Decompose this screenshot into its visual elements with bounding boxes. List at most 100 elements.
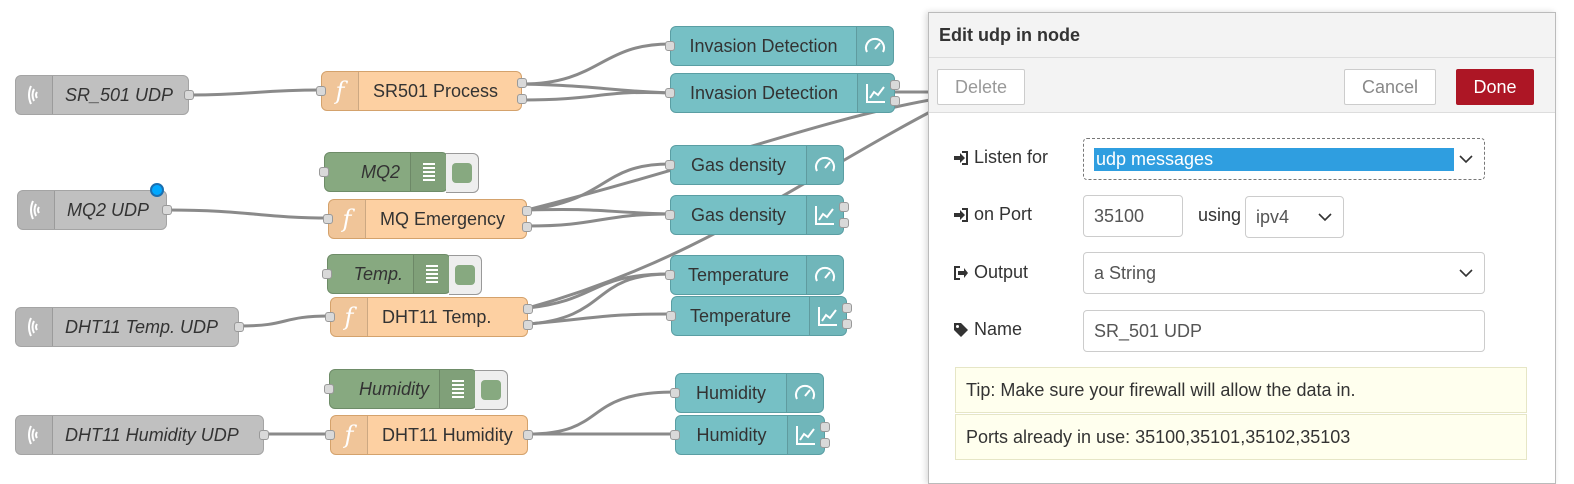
udp-node-dht11-humidity[interactable]: DHT11 Humidity UDP <box>15 415 269 455</box>
output-select[interactable]: a String <box>1083 252 1485 294</box>
listen-row: Listen for <box>953 147 1048 168</box>
output-port[interactable] <box>162 205 172 215</box>
sign-out-icon <box>954 265 968 280</box>
udp-node-mq2[interactable]: MQ2 UDP <box>17 183 172 230</box>
debug-list-icon <box>413 255 450 293</box>
output-port-2[interactable] <box>842 319 852 329</box>
output-label: Output <box>974 262 1029 282</box>
name-input[interactable]: SR_501 UDP <box>1083 310 1485 352</box>
chevron-down-icon <box>1318 213 1332 222</box>
input-port[interactable] <box>322 269 332 279</box>
udp-icon <box>16 308 53 346</box>
debug-node-mq2[interactable]: MQ2 <box>319 152 479 193</box>
node-label: Invasion Detection <box>689 82 839 103</box>
input-port[interactable] <box>319 167 329 177</box>
input-port[interactable] <box>665 270 675 280</box>
chart-icon <box>857 74 894 112</box>
function-icon: f <box>331 298 368 336</box>
ports-in-use-tip: Ports already in use: 35100,35101,35102,… <box>955 414 1527 460</box>
function-icon: f <box>329 200 366 238</box>
output-port-1[interactable] <box>839 202 849 212</box>
input-port[interactable] <box>324 384 334 394</box>
node-label: DHT11 Humidity UDP <box>65 424 239 445</box>
listen-select[interactable]: udp messages <box>1083 138 1485 180</box>
gauge-node-temperature[interactable]: Temperature <box>665 255 844 295</box>
chart-node-invasion[interactable]: Invasion Detection <box>665 73 900 113</box>
input-port[interactable] <box>316 86 326 96</box>
chart-icon <box>787 416 824 454</box>
cancel-button[interactable]: Cancel <box>1344 69 1436 105</box>
chart-node-temperature[interactable]: Temperature <box>666 296 852 336</box>
node-label: MQ2 <box>360 161 400 182</box>
debug-node-temp[interactable]: Temp. <box>322 254 482 295</box>
output-port-1[interactable] <box>820 422 830 432</box>
output-port-2[interactable] <box>890 96 900 106</box>
input-port[interactable] <box>665 88 675 98</box>
node-label: Temperature <box>687 264 790 285</box>
node-label: MQ Emergency <box>380 208 506 229</box>
output-port[interactable] <box>523 430 533 440</box>
output-port-1[interactable] <box>517 78 527 88</box>
function-node-dht11-temp[interactable]: f DHT11 Temp. <box>325 297 533 337</box>
node-label: SR501 Process <box>373 80 499 101</box>
debug-toggle-button[interactable] <box>446 153 479 193</box>
function-node-sr501[interactable]: f SR501 Process <box>316 71 527 111</box>
chart-node-gas[interactable]: Gas density <box>665 195 849 235</box>
node-label: SR_501 UDP <box>65 84 174 105</box>
port-row: on Port <box>953 204 1032 225</box>
output-port-2[interactable] <box>839 218 849 228</box>
function-icon: f <box>331 416 368 454</box>
output-port-1[interactable] <box>890 80 900 90</box>
input-port[interactable] <box>665 210 675 220</box>
input-port[interactable] <box>665 41 675 51</box>
ip-version-select[interactable]: ipv4 <box>1245 196 1344 238</box>
node-label: Gas density <box>690 154 787 175</box>
function-node-dht11-humidity[interactable]: f DHT11 Humidity <box>325 415 533 455</box>
output-port-2[interactable] <box>517 94 527 104</box>
output-port-2[interactable] <box>522 222 532 232</box>
udp-node-dht11-temp[interactable]: DHT11 Temp. UDP <box>15 307 244 347</box>
node-label: Humidity <box>695 382 766 403</box>
node-label: Humidity <box>358 378 429 399</box>
output-row: Output <box>953 262 1028 283</box>
gauge-icon <box>806 256 843 294</box>
changed-indicator <box>150 183 164 197</box>
output-port[interactable] <box>184 90 194 100</box>
input-port[interactable] <box>325 312 335 322</box>
input-port[interactable] <box>666 311 676 321</box>
input-port[interactable] <box>665 160 675 170</box>
gauge-icon <box>806 146 843 184</box>
function-node-mq[interactable]: f MQ Emergency <box>323 199 532 239</box>
debug-toggle-button[interactable] <box>475 370 508 410</box>
input-port[interactable] <box>670 430 680 440</box>
gauge-node-invasion[interactable]: Invasion Detection <box>665 26 894 66</box>
chevron-down-icon <box>1459 155 1473 164</box>
port-label: on Port <box>974 204 1033 224</box>
output-select-value: a String <box>1094 262 1157 283</box>
port-input[interactable]: 35100 <box>1083 195 1183 237</box>
gauge-node-gas[interactable]: Gas density <box>665 145 844 185</box>
debug-toggle-button[interactable] <box>449 255 482 295</box>
output-port-2[interactable] <box>820 438 830 448</box>
done-button[interactable]: Done <box>1456 69 1534 105</box>
udp-node-sr501[interactable]: SR_501 UDP <box>15 75 194 115</box>
gauge-node-humidity[interactable]: Humidity <box>670 373 824 413</box>
flow-wires <box>166 42 930 436</box>
sign-in-icon <box>954 207 968 222</box>
node-label: Invasion Detection <box>689 35 838 56</box>
output-port-1[interactable] <box>842 303 852 313</box>
debug-list-icon <box>439 370 476 408</box>
output-port-1[interactable] <box>522 206 532 216</box>
delete-button[interactable]: Delete <box>937 69 1025 105</box>
chart-node-humidity[interactable]: Humidity <box>670 415 830 455</box>
input-port[interactable] <box>325 430 335 440</box>
output-port[interactable] <box>234 322 244 332</box>
debug-node-humidity[interactable]: Humidity <box>324 369 508 410</box>
input-port[interactable] <box>323 214 333 224</box>
output-port-2[interactable] <box>523 320 533 330</box>
output-port[interactable] <box>259 430 269 440</box>
input-port[interactable] <box>670 388 680 398</box>
output-port-1[interactable] <box>523 304 533 314</box>
tag-icon <box>954 322 968 337</box>
